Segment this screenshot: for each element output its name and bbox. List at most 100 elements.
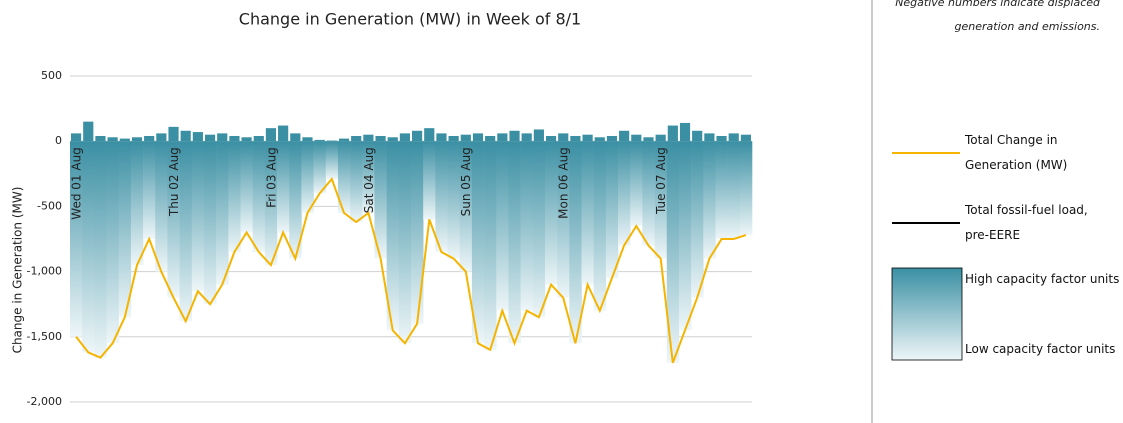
area-column <box>703 141 716 259</box>
area-column <box>532 141 546 318</box>
area-column <box>70 141 83 337</box>
area-column <box>435 141 448 253</box>
area-column <box>118 141 132 318</box>
positive-bar <box>716 135 727 142</box>
area-column <box>325 141 339 180</box>
area-column <box>411 141 424 324</box>
area-column <box>191 141 205 292</box>
positive-bar <box>192 132 203 142</box>
area-column <box>630 141 643 226</box>
legend-label: Total Change in Generation (MW) <box>965 133 1068 172</box>
x-tick-label: Mon 06 Aug <box>557 147 571 219</box>
positive-bar <box>472 133 484 142</box>
y-axis-label: Change in Generation (MW) <box>11 187 25 354</box>
area-column <box>593 141 607 311</box>
area-column <box>386 141 400 331</box>
area-column <box>642 141 655 246</box>
positive-bar <box>156 133 167 142</box>
area-column <box>264 141 278 266</box>
legend-label: Low capacity factor units <box>965 342 1116 356</box>
positive-bar <box>338 138 350 142</box>
area-column <box>301 141 314 213</box>
positive-bar <box>241 137 252 142</box>
legend-label: Total fossil-fuel load, pre-EERE <box>965 203 1088 242</box>
y-tick-label: -1,500 <box>27 330 62 343</box>
area-column <box>557 141 570 298</box>
x-tick-label: Fri 03 Aug <box>264 147 278 208</box>
positive-bar <box>521 133 532 142</box>
positive-bar <box>265 128 277 142</box>
positive-bar <box>558 133 569 142</box>
positive-bar <box>144 135 155 142</box>
positive-bar <box>107 137 118 142</box>
area-column <box>337 141 351 213</box>
positive-bar <box>631 134 642 142</box>
area-column <box>82 141 95 353</box>
area-column <box>678 141 692 331</box>
area-column <box>106 141 120 344</box>
positive-bar <box>509 130 520 142</box>
positive-bar <box>314 139 325 142</box>
area-column <box>727 141 741 239</box>
area-column <box>143 141 156 239</box>
positive-bar <box>168 126 179 142</box>
positive-bar <box>533 129 544 142</box>
area-column <box>715 141 728 239</box>
area-column <box>447 141 461 259</box>
legend-label: High capacity factor units <box>965 272 1120 286</box>
positive-bar <box>740 134 751 142</box>
positive-bar <box>619 130 630 142</box>
area-column <box>484 141 497 350</box>
y-tick-label: 500 <box>41 69 62 82</box>
area-column <box>167 141 180 298</box>
positive-bar <box>204 134 216 142</box>
positive-bar <box>71 133 82 142</box>
x-tick-label: Thu 02 Aug <box>167 147 181 217</box>
positive-bar <box>375 135 386 142</box>
y-tick-label: -2,000 <box>27 395 62 408</box>
area-column <box>130 141 144 266</box>
positive-bar <box>290 133 301 142</box>
area-column <box>203 141 217 305</box>
positive-bar <box>728 133 739 142</box>
area-column <box>654 141 668 259</box>
positive-bar <box>655 134 666 142</box>
x-tick-label: Tue 07 Aug <box>654 147 668 215</box>
note: generation and emissions. <box>954 20 1101 33</box>
area-column <box>216 141 229 285</box>
x-tick-label: Wed 01 Aug <box>70 147 84 220</box>
area-column <box>666 141 680 363</box>
area-column <box>252 141 266 253</box>
area-column <box>374 141 387 259</box>
positive-bar <box>180 130 191 142</box>
area-column <box>618 141 631 246</box>
area-column <box>691 141 704 298</box>
positive-bar <box>497 133 508 142</box>
positive-bar <box>460 134 471 142</box>
area-column <box>459 141 473 272</box>
area-column <box>739 141 753 236</box>
y-tick-label: -500 <box>37 199 62 212</box>
area-column <box>289 141 302 259</box>
positive-bar <box>594 137 605 142</box>
x-tick-label: Sat 04 Aug <box>362 147 376 213</box>
area-column <box>362 141 375 213</box>
positive-bar <box>278 125 289 142</box>
positive-bar <box>424 128 435 142</box>
positive-bar <box>448 135 459 142</box>
chart-title: Change in Generation (MW) in Week of 8/1 <box>239 10 581 29</box>
positive-bar <box>131 137 143 142</box>
positive-bar <box>667 125 678 142</box>
positive-bar <box>643 137 654 142</box>
area-column <box>605 141 619 279</box>
area-column <box>228 141 241 253</box>
area-column <box>240 141 253 233</box>
positive-bar <box>545 135 557 142</box>
capacity-legend-swatch <box>891 267 963 361</box>
positive-bar <box>582 134 593 142</box>
area-column <box>155 141 168 272</box>
area-column <box>544 141 558 285</box>
positive-bar <box>326 140 337 142</box>
